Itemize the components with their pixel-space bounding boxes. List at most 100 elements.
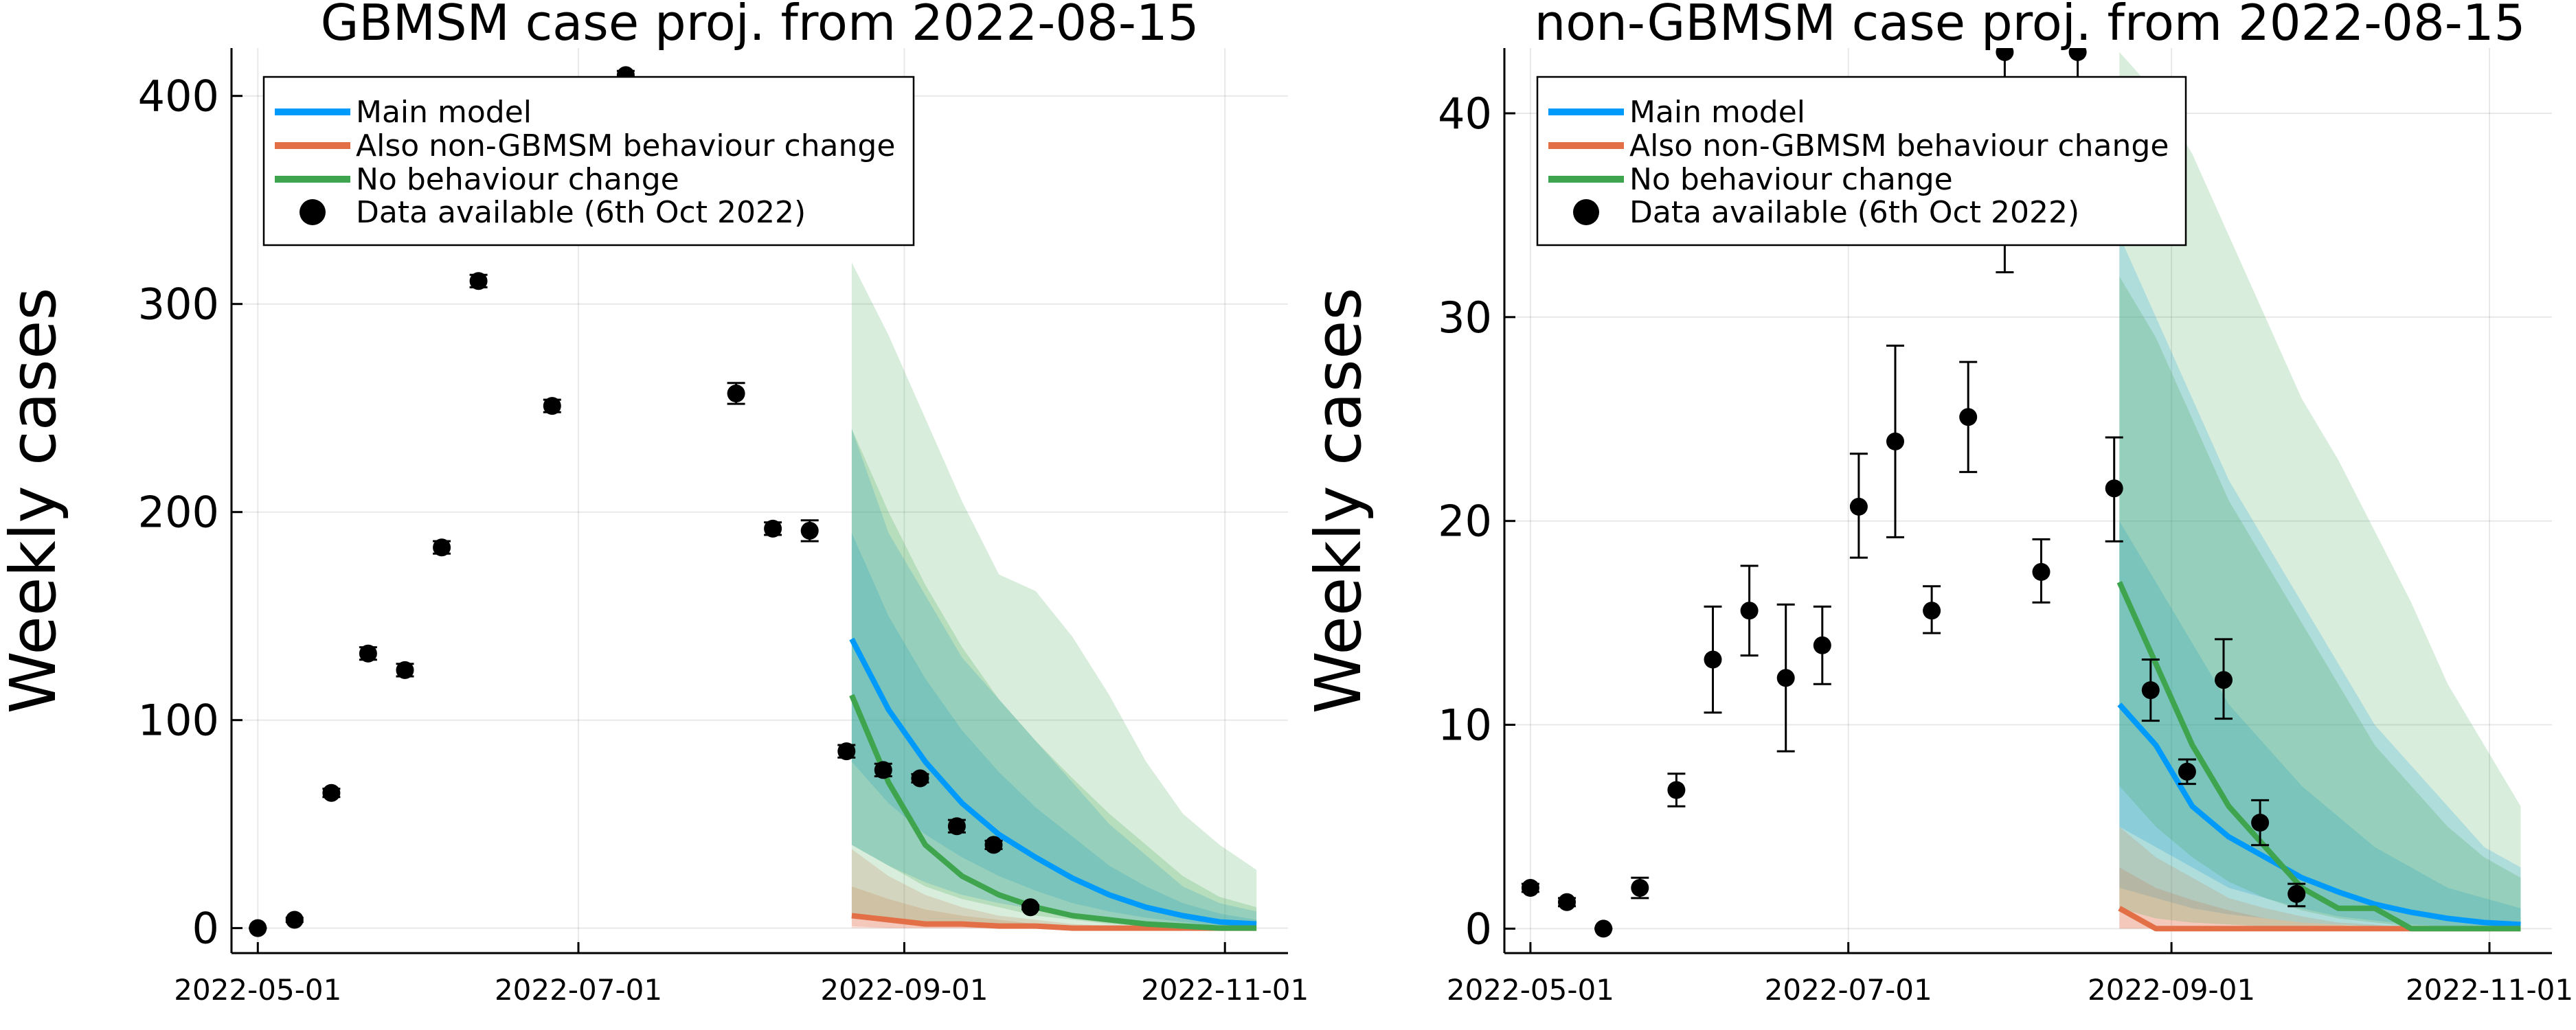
data-marker-14-gbmsm bbox=[911, 769, 929, 788]
legend-marker-data-non-gbmsm bbox=[1573, 199, 1599, 225]
data-point-13-gbmsm bbox=[874, 761, 892, 779]
data-marker-0-gbmsm bbox=[249, 919, 267, 937]
data-point-14-non-gbmsm bbox=[2032, 538, 2050, 604]
x-tick-label-2022-09-01-gbmsm: 2022-09-01 bbox=[820, 973, 988, 1007]
x-ticks-non-gbmsm: 2022-05-01 2022-07-01 2022-09-01 2022-11-01 bbox=[1447, 942, 2573, 1007]
band-main-model-outer-non-gbmsm bbox=[2119, 236, 2521, 929]
data-marker-3-gbmsm bbox=[359, 644, 377, 663]
x-tick-label-2022-09-01-non-gbmsm: 2022-09-01 bbox=[2088, 973, 2255, 1007]
y-tick-label-200-gbmsm: 200 bbox=[138, 488, 219, 538]
y-axis-label-non-gbmsm: Weekly cases bbox=[1302, 288, 1375, 714]
data-marker-11-non-gbmsm bbox=[1923, 602, 1941, 620]
data-point-17-gbmsm bbox=[1021, 898, 1040, 917]
legend-label-no-change-non-gbmsm: No behaviour change bbox=[1629, 162, 1953, 197]
data-marker-10-gbmsm bbox=[764, 519, 782, 538]
y-tick-label-100-gbmsm: 100 bbox=[138, 696, 219, 746]
data-point-1-non-gbmsm bbox=[1558, 893, 1576, 911]
data-marker-20-non-gbmsm bbox=[2251, 814, 2270, 832]
legend-label-data-gbmsm: Data available (6th Oct 2022) bbox=[356, 195, 806, 230]
line-no-behaviour-change-non-gbmsm bbox=[2116, 581, 2521, 932]
data-point-7-gbmsm bbox=[543, 397, 561, 415]
data-point-4-gbmsm bbox=[396, 661, 414, 679]
band-main-model-outer-gbmsm bbox=[851, 428, 1257, 928]
data-marker-16-non-gbmsm bbox=[2105, 479, 2123, 498]
legend-label-non-gbmsm-change-gbmsm: Also non-GBMSM behaviour change bbox=[356, 128, 895, 163]
data-point-3-non-gbmsm bbox=[1631, 876, 1649, 900]
data-marker-6-gbmsm bbox=[469, 272, 488, 290]
data-marker-4-gbmsm bbox=[396, 661, 414, 679]
legend-label-data-non-gbmsm: Data available (6th Oct 2022) bbox=[1629, 195, 2079, 230]
data-marker-13-gbmsm bbox=[874, 761, 892, 779]
band-also-non-gbmsm-behaviour-change-inner-gbmsm bbox=[851, 886, 1257, 928]
axes-gbmsm bbox=[230, 48, 1288, 954]
data-marker-2-non-gbmsm bbox=[1594, 919, 1613, 938]
data-marker-17-gbmsm bbox=[1021, 898, 1040, 917]
data-marker-14-non-gbmsm bbox=[2032, 562, 2050, 581]
lines-non-gbmsm bbox=[2116, 581, 2521, 932]
data-marker-7-gbmsm bbox=[543, 397, 561, 415]
data-marker-4-non-gbmsm bbox=[1667, 781, 1686, 799]
data-point-18-non-gbmsm bbox=[2178, 758, 2196, 786]
data-marker-13-non-gbmsm bbox=[1996, 48, 2014, 61]
y-ticks-gbmsm: 0 100 200 300 400 bbox=[138, 71, 242, 954]
panel-non-gbmsm: non-GBMSM case proj. from 2022-08-15 0 10… bbox=[1302, 0, 2573, 1007]
data-marker-11-gbmsm bbox=[800, 521, 819, 540]
legend-gbmsm: Main model Also non-GBMSM behaviour chan… bbox=[262, 76, 915, 247]
band-also-non-gbmsm-behaviour-change-outer-non-gbmsm bbox=[2119, 827, 2521, 929]
data-point-5-gbmsm bbox=[433, 538, 451, 557]
data-point-16-non-gbmsm bbox=[2105, 436, 2123, 542]
data-marker-9-gbmsm bbox=[727, 385, 745, 402]
data-marker-1-non-gbmsm bbox=[1558, 893, 1576, 911]
y-tick-label-0-gbmsm: 0 bbox=[192, 904, 219, 954]
x-tick-label-2022-11-01-non-gbmsm: 2022-11-01 bbox=[2406, 973, 2573, 1007]
data-point-11-non-gbmsm bbox=[1923, 585, 1941, 634]
y-tick-label-300-gbmsm: 300 bbox=[138, 279, 219, 330]
data-point-20-non-gbmsm bbox=[2251, 799, 2270, 847]
band-no-behaviour-change-outer-non-gbmsm bbox=[2119, 52, 2521, 929]
x-tick-label-2022-05-01-gbmsm: 2022-05-01 bbox=[174, 973, 341, 1007]
data-point-11-gbmsm bbox=[800, 519, 819, 542]
data-point-12-non-gbmsm bbox=[1959, 360, 1978, 473]
data-point-16-gbmsm bbox=[984, 836, 1003, 854]
y-tick-label-0-non-gbmsm: 0 bbox=[1465, 904, 1492, 954]
data-marker-8-non-gbmsm bbox=[1813, 636, 1831, 654]
legend-label-non-gbmsm-change-non-gbmsm: Also non-GBMSM behaviour change bbox=[1629, 128, 2169, 163]
axes-non-gbmsm bbox=[1503, 48, 2552, 954]
data-marker-12-non-gbmsm bbox=[1959, 408, 1978, 426]
data-point-6-gbmsm bbox=[469, 272, 488, 290]
band-no-behaviour-change-outer-gbmsm bbox=[851, 262, 1257, 928]
data-marker-9-non-gbmsm bbox=[1849, 497, 1868, 516]
x-tick-label-2022-11-01-gbmsm: 2022-11-01 bbox=[1141, 973, 1309, 1007]
data-point-9-non-gbmsm bbox=[1849, 453, 1868, 559]
data-point-15-gbmsm bbox=[947, 817, 966, 836]
legend-box-gbmsm bbox=[262, 76, 915, 247]
data-marker-19-non-gbmsm bbox=[2215, 671, 2233, 689]
band-no-behaviour-change-inner-gbmsm bbox=[851, 428, 1257, 928]
data-marker-15-gbmsm bbox=[947, 817, 966, 836]
data-point-2-non-gbmsm bbox=[1594, 919, 1613, 938]
y-tick-label-400-gbmsm: 400 bbox=[138, 71, 219, 122]
line-main-model-gbmsm bbox=[849, 637, 1257, 927]
x-ticks-gbmsm: 2022-05-01 2022-07-01 2022-09-01 2022-11-01 bbox=[174, 942, 1309, 1007]
legend-marker-data-gbmsm bbox=[300, 199, 326, 225]
observations-non-gbmsm bbox=[1521, 48, 2306, 938]
data-point-10-gbmsm bbox=[764, 519, 782, 538]
panel-title-gbmsm: GBMSM case proj. from 2022-08-15 bbox=[321, 0, 1199, 52]
data-marker-10-non-gbmsm bbox=[1886, 432, 1904, 450]
lines-gbmsm bbox=[849, 637, 1257, 931]
data-point-8-non-gbmsm bbox=[1813, 605, 1831, 685]
data-marker-18-non-gbmsm bbox=[2178, 762, 2196, 781]
data-marker-5-gbmsm bbox=[433, 538, 451, 557]
line-main-model-non-gbmsm bbox=[2117, 702, 2521, 928]
x-tick-label-2022-07-01-gbmsm: 2022-07-01 bbox=[495, 973, 662, 1007]
data-marker-17-non-gbmsm bbox=[2141, 681, 2160, 700]
data-marker-12-gbmsm bbox=[837, 742, 856, 761]
band-also-non-gbmsm-behaviour-change-outer-gbmsm bbox=[851, 849, 1257, 928]
data-point-17-non-gbmsm bbox=[2141, 659, 2160, 722]
data-marker-15-non-gbmsm bbox=[2068, 48, 2087, 61]
data-marker-1-gbmsm bbox=[285, 911, 304, 929]
band-also-non-gbmsm-behaviour-change-inner-non-gbmsm bbox=[2119, 867, 2521, 929]
y-tick-label-30-non-gbmsm: 30 bbox=[1438, 293, 1492, 343]
data-point-5-non-gbmsm bbox=[1704, 605, 1722, 714]
